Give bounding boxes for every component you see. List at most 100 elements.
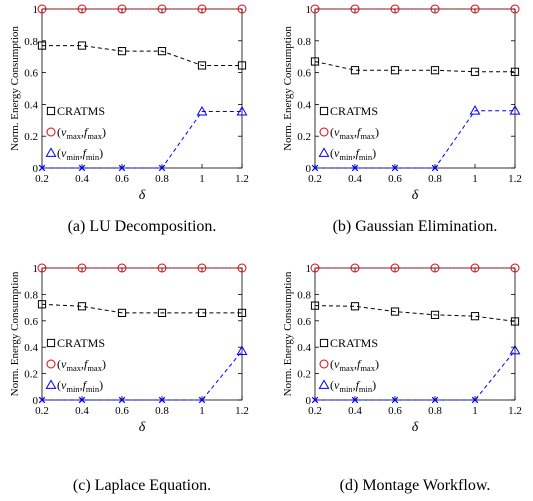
- x-axis-label: δ: [412, 188, 419, 203]
- legend-label: (vmin,fmin): [57, 378, 103, 394]
- legend-label: (vmax,fmax): [330, 357, 379, 373]
- legend-marker: [318, 379, 330, 389]
- y-tick-label: 0.6: [297, 68, 311, 80]
- plot-frame: [314, 8, 516, 169]
- legend-marker: [45, 147, 57, 157]
- x-axis-label: δ: [139, 188, 146, 203]
- data-point: [157, 4, 167, 14]
- legend-marker: [319, 338, 329, 348]
- x-tick-label: 1.2: [508, 173, 522, 185]
- x-tick-label: 0.8: [428, 173, 442, 185]
- data-point: [430, 4, 440, 14]
- x-tick-label: 0.6: [388, 173, 402, 185]
- data-point: [77, 302, 87, 311]
- data-point: [77, 41, 87, 50]
- legend-marker: [319, 359, 329, 369]
- series-line: [42, 350, 243, 401]
- y-tick-label: 0.4: [24, 342, 38, 354]
- legend-marker: [46, 106, 56, 116]
- legend-marker: [46, 359, 56, 369]
- y-tick-label: 1: [33, 263, 39, 275]
- data-point: [157, 47, 167, 56]
- x-tick-label: 0.8: [428, 405, 442, 417]
- y-tick-label: 0.2: [24, 369, 38, 381]
- legend-label: (vmin,fmin): [330, 146, 376, 162]
- data-point: [310, 4, 320, 14]
- series-line: [42, 45, 242, 66]
- y-tick-label: 0.6: [24, 68, 38, 80]
- y-axis-label: Norm. Energy Consumption: [9, 271, 21, 396]
- data-point: [310, 57, 320, 66]
- data-point: [350, 263, 360, 273]
- y-tick-label: 0.8: [24, 36, 38, 48]
- legend-label: (vmin,fmin): [57, 146, 103, 162]
- x-tick-label: 1: [472, 173, 478, 185]
- y-tick-label: 0.8: [297, 289, 311, 301]
- subfigure-caption: (c) Laplace Equation.: [73, 477, 211, 494]
- data-point: [510, 263, 520, 273]
- y-tick-label: 0.6: [297, 316, 311, 328]
- data-point: [431, 396, 439, 404]
- legend-label: (vmax,fmax): [57, 125, 106, 141]
- data-point: [311, 396, 319, 404]
- x-tick-label: 1: [199, 405, 205, 417]
- data-point: [311, 164, 319, 172]
- y-tick-label: 0: [33, 395, 39, 407]
- data-point: [77, 263, 87, 273]
- data-point: [471, 396, 479, 404]
- x-tick-label: 0.8: [155, 405, 169, 417]
- data-point: [78, 164, 86, 172]
- x-tick-label: 0.8: [155, 173, 169, 185]
- data-point: [470, 312, 480, 321]
- y-tick-label: 0.8: [297, 36, 311, 48]
- legend-label: CRATMS: [330, 336, 378, 350]
- data-point: [431, 164, 439, 172]
- data-point: [236, 345, 248, 356]
- y-tick-label: 0.4: [24, 99, 38, 111]
- data-point: [117, 308, 127, 317]
- legend-marker: [46, 127, 56, 137]
- data-point: [430, 310, 440, 319]
- data-point: [78, 396, 86, 404]
- y-axis-label: Norm. Energy Consumption: [282, 271, 294, 396]
- series-line: [315, 110, 515, 169]
- data-point: [237, 61, 247, 70]
- data-point: [197, 263, 207, 273]
- plot-frame: [41, 8, 243, 169]
- data-point: [37, 41, 47, 50]
- legend-label: CRATMS: [57, 104, 105, 118]
- y-tick-label: 0.6: [24, 316, 38, 328]
- data-point: [469, 105, 481, 115]
- data-point: [38, 396, 46, 404]
- x-axis-label: δ: [139, 420, 146, 435]
- legend-label: (vmax,fmax): [330, 125, 379, 141]
- data-point: [391, 396, 399, 404]
- data-point: [510, 4, 520, 14]
- y-axis-label: Norm. Energy Consumption: [282, 26, 294, 151]
- data-point: [390, 4, 400, 14]
- data-point: [197, 61, 207, 70]
- x-tick-label: 0.6: [388, 405, 402, 417]
- data-point: [157, 308, 167, 317]
- x-tick-label: 0.4: [348, 173, 362, 185]
- y-tick-label: 0.2: [297, 369, 311, 381]
- data-point: [351, 396, 359, 404]
- x-tick-label: 0.2: [308, 405, 322, 417]
- data-point: [117, 263, 127, 273]
- legend-marker: [319, 127, 329, 137]
- data-point: [118, 396, 126, 404]
- series-line: [315, 350, 516, 401]
- data-point: [117, 4, 127, 14]
- x-tick-label: 1: [472, 405, 478, 417]
- data-point: [197, 308, 207, 317]
- data-point: [237, 263, 247, 273]
- data-point: [470, 4, 480, 14]
- y-axis-label: Norm. Energy Consumption: [9, 26, 21, 151]
- data-point: [470, 263, 480, 273]
- y-tick-label: 0: [33, 163, 39, 175]
- data-point: [509, 105, 521, 115]
